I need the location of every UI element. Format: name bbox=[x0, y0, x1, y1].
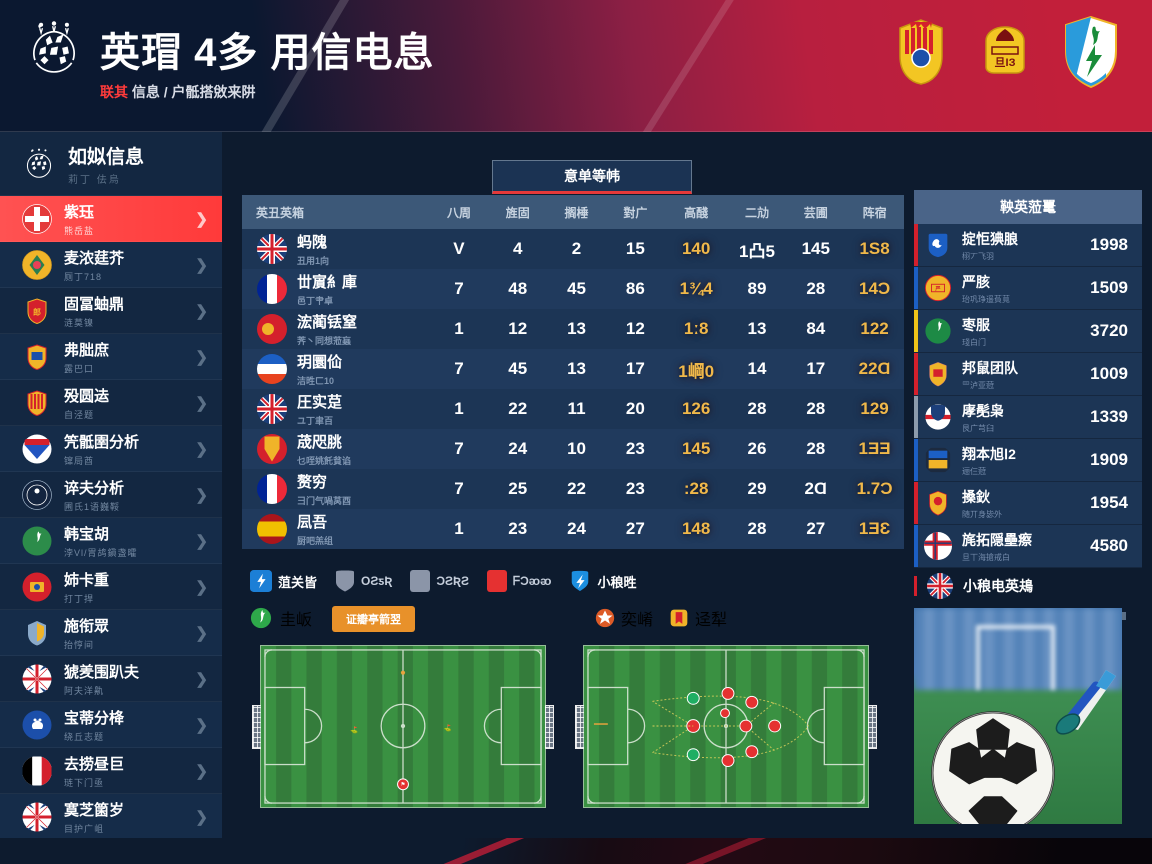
svg-text:⛳: ⛳ bbox=[350, 726, 358, 734]
svg-text:旦IЗ: 旦IЗ bbox=[995, 56, 1016, 69]
svg-text:⚑: ⚑ bbox=[401, 782, 406, 788]
svg-text:⛳: ⛳ bbox=[444, 724, 452, 732]
svg-text:郎: 郎 bbox=[33, 307, 41, 317]
